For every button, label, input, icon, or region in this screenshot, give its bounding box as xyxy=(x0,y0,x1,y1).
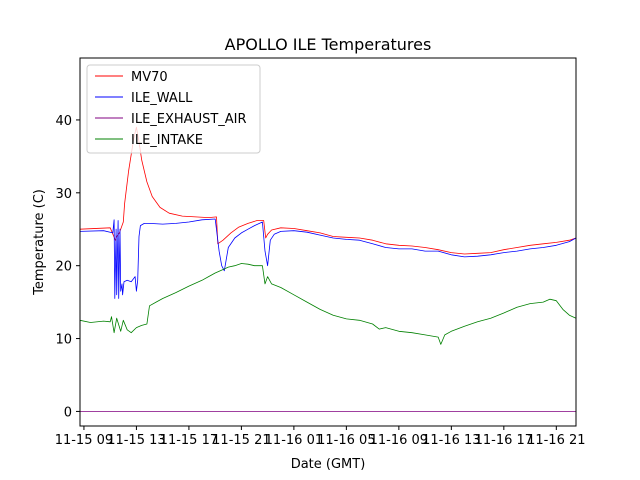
plot-frame xyxy=(79,57,577,427)
legend-entries: MV70 ILE_WALL ILE_EXHAUST_AIR ILE_INTAKE xyxy=(95,70,247,148)
y-tick-label: 30 xyxy=(55,187,72,202)
x-tick-label: 11-16 13 xyxy=(422,433,480,448)
x-tick-label: 11-16 01 xyxy=(265,433,323,448)
y-tick-label: 0 xyxy=(64,405,72,420)
legend-label: MV70 xyxy=(131,70,168,85)
legend-box xyxy=(86,64,261,154)
legend: MV70 ILE_WALL ILE_EXHAUST_AIR ILE_INTAKE xyxy=(86,64,261,154)
legend-label: ILE_WALL xyxy=(131,91,193,106)
series-line-ile-intake xyxy=(79,263,577,345)
x-tick-label: 11-16 17 xyxy=(475,433,533,448)
x-tick-label: 11-16 21 xyxy=(527,433,585,448)
x-tick-label: 11-16 05 xyxy=(317,433,375,448)
y-tick-label: 40 xyxy=(55,114,72,129)
legend-label: ILE_INTAKE xyxy=(131,133,203,148)
y-tick-label: 10 xyxy=(55,333,72,348)
x-tick-label: 11-15 17 xyxy=(160,433,218,448)
series-line-ile-wall xyxy=(79,218,577,299)
y-axis-label: Temperature (C) xyxy=(32,189,47,296)
y-tick-label: 20 xyxy=(55,260,72,275)
x-tick-label: 11-15 21 xyxy=(212,433,270,448)
x-tick-label: 11-16 09 xyxy=(370,433,428,448)
y-axis-ticks: 0 10 20 30 40 xyxy=(55,114,80,420)
x-tick-label: 11-15 13 xyxy=(107,433,165,448)
x-tick-label: 11-15 09 xyxy=(55,433,113,448)
chart-title: APOLLO ILE Temperatures xyxy=(225,35,432,54)
legend-label: ILE_EXHAUST_AIR xyxy=(131,112,247,127)
x-axis-label: Date (GMT) xyxy=(291,457,366,472)
